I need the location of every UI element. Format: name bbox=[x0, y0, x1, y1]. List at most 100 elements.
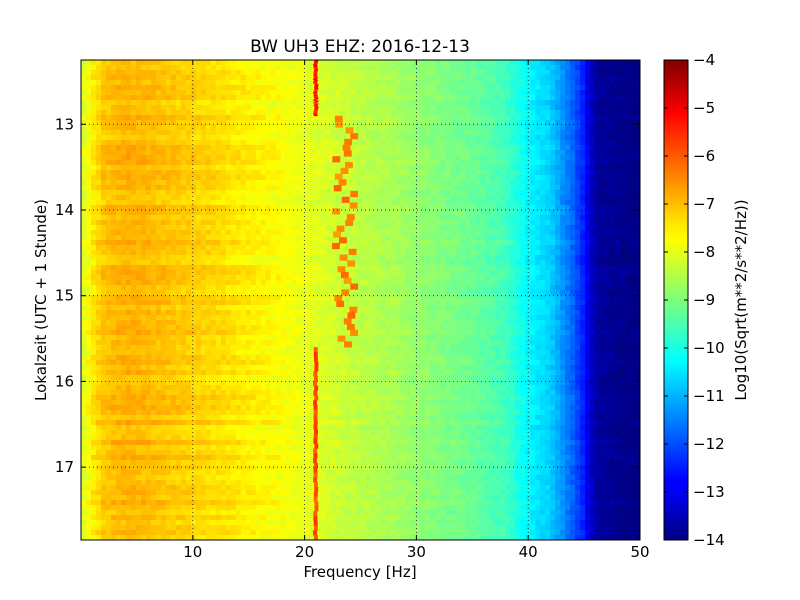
heatmap-cell bbox=[510, 195, 516, 201]
heatmap-cell bbox=[605, 240, 611, 246]
heatmap-cell bbox=[415, 250, 421, 256]
heatmap-cell bbox=[140, 120, 147, 126]
heatmap-cell bbox=[220, 165, 227, 171]
heatmap-cell bbox=[240, 250, 247, 256]
heatmap-cell bbox=[195, 160, 202, 166]
heatmap-cell bbox=[510, 70, 516, 76]
heatmap-cell bbox=[455, 225, 461, 231]
heatmap-cell bbox=[585, 170, 591, 176]
heatmap-cell bbox=[265, 120, 272, 126]
heatmap-cell bbox=[190, 275, 197, 281]
heatmap-cell bbox=[545, 230, 551, 236]
heatmap-cell bbox=[585, 215, 591, 221]
heatmap-cell bbox=[290, 65, 297, 71]
heatmap-cell bbox=[290, 130, 297, 136]
heatmap-cell bbox=[275, 260, 282, 266]
heatmap-cell bbox=[365, 160, 371, 166]
heatmap-cell bbox=[335, 95, 341, 101]
heatmap-cell bbox=[470, 160, 476, 166]
heatmap-cell bbox=[630, 90, 636, 96]
heatmap-cell bbox=[550, 120, 556, 126]
heatmap-cell bbox=[135, 80, 142, 86]
heatmap-cell bbox=[215, 120, 222, 126]
heatmap-cell bbox=[315, 240, 321, 246]
heatmap-cell bbox=[580, 65, 586, 71]
heatmap-cell bbox=[290, 60, 297, 66]
heatmap-cell bbox=[340, 175, 346, 181]
heatmap-cell bbox=[380, 260, 386, 266]
heatmap-cell bbox=[360, 60, 366, 66]
heatmap-cell bbox=[560, 180, 566, 186]
heatmap-cell bbox=[115, 265, 122, 271]
heatmap-cell bbox=[340, 155, 346, 161]
heatmap-cell bbox=[235, 120, 242, 126]
heatmap-cell bbox=[550, 135, 556, 141]
heatmap-cell bbox=[505, 195, 511, 201]
heatmap-cell bbox=[225, 240, 232, 246]
heatmap-cell bbox=[385, 175, 391, 181]
heatmap-cell bbox=[510, 255, 516, 261]
heatmap-cell bbox=[290, 225, 297, 231]
heatmap-cell bbox=[81, 140, 87, 146]
heatmap-cell bbox=[245, 100, 252, 106]
heatmap-cell bbox=[545, 65, 551, 71]
heatmap-cell bbox=[430, 175, 436, 181]
heatmap-cell bbox=[215, 255, 222, 261]
heatmap-cell bbox=[435, 100, 441, 106]
heatmap-cell bbox=[510, 150, 516, 156]
heatmap-cell bbox=[565, 65, 571, 71]
heatmap-cell bbox=[445, 220, 451, 226]
heatmap-cell bbox=[190, 195, 197, 201]
heatmap-cell bbox=[175, 265, 182, 271]
heatmap-cell bbox=[580, 140, 586, 146]
heatmap-cell bbox=[620, 80, 626, 86]
heatmap-cell bbox=[605, 235, 611, 241]
heatmap-cell bbox=[110, 90, 117, 96]
heatmap-cell bbox=[210, 70, 217, 76]
heatmap-cell bbox=[410, 85, 416, 91]
heatmap-cell bbox=[300, 225, 306, 231]
heatmap-cell bbox=[160, 255, 167, 261]
heatmap-cell bbox=[110, 280, 117, 286]
heatmap-cell bbox=[485, 105, 491, 111]
heatmap-cell bbox=[130, 235, 137, 241]
heatmap-cell bbox=[275, 240, 282, 246]
heatmap-cell bbox=[500, 95, 506, 101]
heatmap-cell bbox=[510, 270, 516, 276]
heatmap-cell bbox=[295, 125, 302, 131]
heatmap-cell bbox=[380, 125, 386, 131]
heatmap-cell bbox=[485, 100, 491, 106]
heatmap-cell bbox=[310, 160, 316, 166]
heatmap-cell bbox=[450, 60, 456, 66]
heatmap-cell bbox=[330, 165, 336, 171]
heatmap-cell bbox=[220, 195, 227, 201]
heatmap-cell bbox=[90, 280, 97, 286]
heatmap-cell bbox=[195, 125, 202, 131]
heatmap-cell bbox=[100, 240, 107, 246]
heatmap-cell bbox=[595, 85, 601, 91]
heatmap-cell bbox=[465, 235, 471, 241]
heatmap-cell bbox=[145, 230, 152, 236]
heatmap-cell bbox=[540, 140, 546, 146]
heatmap-cell bbox=[635, 95, 640, 101]
heatmap-cell bbox=[375, 105, 381, 111]
heatmap-cell bbox=[620, 90, 626, 96]
heatmap-cell bbox=[360, 130, 366, 136]
heatmap-cell bbox=[325, 200, 331, 206]
heatmap-cell bbox=[630, 75, 636, 81]
heatmap-cell bbox=[435, 205, 441, 211]
heatmap-cell bbox=[175, 195, 182, 201]
heatmap-cell bbox=[610, 180, 616, 186]
heatmap-cell bbox=[180, 270, 187, 276]
heatmap-cell bbox=[81, 115, 87, 121]
heatmap-cell bbox=[505, 190, 511, 196]
heatmap-cell bbox=[115, 95, 122, 101]
heatmap-cell bbox=[205, 190, 212, 196]
heatmap-cell bbox=[200, 265, 207, 271]
heatmap-cell bbox=[610, 220, 616, 226]
heatmap-cell bbox=[460, 140, 466, 146]
heatmap-cell bbox=[320, 250, 326, 256]
heatmap-cell bbox=[185, 190, 192, 196]
heatmap-cell bbox=[545, 235, 551, 241]
heatmap-cell bbox=[140, 85, 147, 91]
